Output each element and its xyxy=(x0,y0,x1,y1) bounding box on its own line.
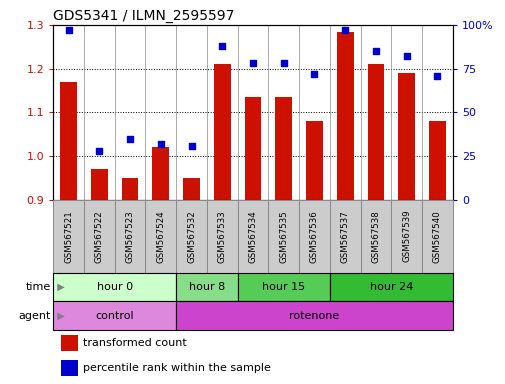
FancyBboxPatch shape xyxy=(53,200,84,273)
Bar xyxy=(336,31,353,200)
FancyBboxPatch shape xyxy=(360,200,390,273)
Bar xyxy=(275,97,291,200)
Bar xyxy=(61,360,77,376)
FancyBboxPatch shape xyxy=(115,200,145,273)
Text: GSM567540: GSM567540 xyxy=(432,210,441,263)
Text: transformed count: transformed count xyxy=(83,338,186,348)
FancyBboxPatch shape xyxy=(421,200,452,273)
FancyBboxPatch shape xyxy=(176,273,237,301)
Text: GSM567524: GSM567524 xyxy=(156,210,165,263)
Text: GSM567539: GSM567539 xyxy=(401,210,411,263)
Bar xyxy=(121,178,138,200)
Text: GSM567538: GSM567538 xyxy=(371,210,380,263)
Text: rotenone: rotenone xyxy=(289,311,339,321)
Text: GSM567534: GSM567534 xyxy=(248,210,257,263)
Bar xyxy=(90,169,108,200)
Text: time: time xyxy=(25,282,50,292)
Point xyxy=(187,142,195,149)
FancyBboxPatch shape xyxy=(237,200,268,273)
Point xyxy=(371,48,379,54)
FancyBboxPatch shape xyxy=(176,301,452,330)
Text: hour 15: hour 15 xyxy=(262,282,305,292)
Bar xyxy=(60,82,77,200)
Bar xyxy=(244,97,261,200)
FancyBboxPatch shape xyxy=(390,200,421,273)
Point xyxy=(279,60,287,66)
Text: GSM567533: GSM567533 xyxy=(217,210,226,263)
Bar xyxy=(306,121,322,200)
FancyBboxPatch shape xyxy=(237,273,329,301)
Text: hour 0: hour 0 xyxy=(96,282,132,292)
FancyBboxPatch shape xyxy=(298,200,329,273)
FancyBboxPatch shape xyxy=(207,200,237,273)
Point xyxy=(340,27,348,33)
Text: GSM567521: GSM567521 xyxy=(64,210,73,263)
Text: control: control xyxy=(95,311,134,321)
Point xyxy=(433,73,441,79)
Point xyxy=(248,60,257,66)
Point xyxy=(126,136,134,142)
Point xyxy=(310,71,318,77)
Text: GSM567537: GSM567537 xyxy=(340,210,349,263)
FancyBboxPatch shape xyxy=(329,273,452,301)
FancyBboxPatch shape xyxy=(176,200,207,273)
Bar xyxy=(428,121,445,200)
Point xyxy=(157,141,165,147)
Text: agent: agent xyxy=(18,311,50,321)
Bar xyxy=(214,64,230,200)
Text: hour 8: hour 8 xyxy=(188,282,225,292)
Bar xyxy=(397,73,415,200)
Text: ▶: ▶ xyxy=(50,311,64,321)
FancyBboxPatch shape xyxy=(329,200,360,273)
Text: GSM567535: GSM567535 xyxy=(279,210,288,263)
Text: GSM567523: GSM567523 xyxy=(125,210,134,263)
Bar xyxy=(61,335,77,351)
FancyBboxPatch shape xyxy=(84,200,115,273)
FancyBboxPatch shape xyxy=(145,200,176,273)
Text: percentile rank within the sample: percentile rank within the sample xyxy=(83,363,271,373)
FancyBboxPatch shape xyxy=(53,273,176,301)
Text: GDS5341 / ILMN_2595597: GDS5341 / ILMN_2595597 xyxy=(53,8,234,23)
Text: GSM567522: GSM567522 xyxy=(94,210,104,263)
Bar xyxy=(183,178,199,200)
Point xyxy=(218,43,226,49)
Text: hour 24: hour 24 xyxy=(369,282,412,292)
Text: GSM567536: GSM567536 xyxy=(310,210,318,263)
Point xyxy=(402,53,410,60)
Point xyxy=(64,27,72,33)
Text: ▶: ▶ xyxy=(50,282,64,292)
FancyBboxPatch shape xyxy=(268,200,298,273)
Point xyxy=(95,148,103,154)
FancyBboxPatch shape xyxy=(53,301,176,330)
Bar xyxy=(367,64,384,200)
Text: GSM567532: GSM567532 xyxy=(187,210,195,263)
Bar xyxy=(152,147,169,200)
